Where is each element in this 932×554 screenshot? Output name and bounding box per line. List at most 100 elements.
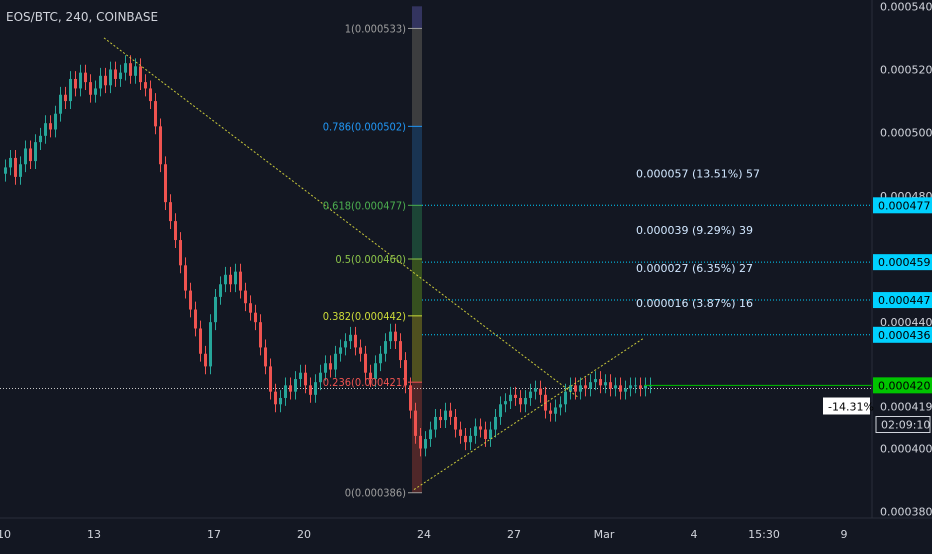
candle[interactable] [619, 385, 622, 392]
candle[interactable] [594, 379, 597, 383]
candle[interactable] [94, 88, 97, 95]
candle[interactable] [374, 363, 377, 380]
candle[interactable] [539, 388, 542, 395]
candle[interactable] [639, 385, 642, 389]
candle[interactable] [514, 394, 517, 398]
candle[interactable] [169, 202, 172, 222]
candle[interactable] [579, 385, 582, 392]
candle[interactable] [629, 385, 632, 389]
candle[interactable] [214, 296, 217, 323]
candle[interactable] [604, 382, 607, 386]
candle[interactable] [584, 385, 587, 389]
candle[interactable] [454, 416, 457, 430]
candle[interactable] [89, 82, 92, 95]
candle[interactable] [474, 426, 477, 436]
candle[interactable] [469, 435, 472, 443]
candle[interactable] [9, 157, 12, 168]
candle[interactable] [404, 360, 407, 386]
candle[interactable] [39, 135, 42, 143]
candle[interactable] [24, 148, 27, 165]
candle[interactable] [314, 382, 317, 395]
candle[interactable] [114, 69, 117, 79]
candle[interactable] [409, 385, 412, 411]
candle[interactable] [219, 284, 222, 297]
candle[interactable] [504, 401, 507, 405]
candle[interactable] [479, 426, 482, 430]
candle[interactable] [174, 221, 177, 241]
candle[interactable] [524, 397, 527, 405]
candle[interactable] [284, 385, 287, 398]
candle[interactable] [184, 265, 187, 291]
candle[interactable] [414, 410, 417, 436]
candle[interactable] [299, 372, 302, 380]
candle[interactable] [549, 410, 552, 414]
candle[interactable] [569, 385, 572, 392]
candle[interactable] [189, 290, 192, 310]
candle[interactable] [354, 334, 357, 348]
candle[interactable] [644, 385, 647, 389]
candle[interactable] [164, 164, 167, 203]
candle[interactable] [109, 69, 112, 86]
candle[interactable] [179, 240, 182, 266]
candle[interactable] [499, 404, 502, 417]
candle[interactable] [394, 331, 397, 342]
candle[interactable] [319, 372, 322, 383]
candle[interactable] [334, 353, 337, 370]
candle[interactable] [554, 407, 557, 414]
candle[interactable] [434, 416, 437, 430]
candle[interactable] [329, 363, 332, 370]
candle[interactable] [79, 72, 82, 89]
candle[interactable] [589, 382, 592, 389]
candle[interactable] [54, 113, 57, 130]
candle[interactable] [204, 353, 207, 367]
candle[interactable] [559, 404, 562, 408]
candle[interactable] [459, 429, 462, 436]
candle[interactable] [19, 164, 22, 177]
candle[interactable] [69, 78, 72, 102]
candle[interactable] [134, 66, 137, 76]
candle[interactable] [269, 366, 272, 392]
candle[interactable] [254, 312, 257, 323]
candle[interactable] [49, 123, 52, 130]
candle[interactable] [229, 274, 232, 285]
candle[interactable] [424, 439, 427, 449]
candle[interactable] [239, 271, 242, 291]
candle[interactable] [519, 397, 522, 405]
candle[interactable] [259, 322, 262, 348]
candle[interactable] [274, 391, 277, 405]
candle[interactable] [139, 66, 142, 83]
candle[interactable] [464, 435, 467, 443]
candle[interactable] [349, 334, 352, 342]
candle[interactable] [364, 353, 367, 373]
candle[interactable] [599, 379, 602, 386]
candle[interactable] [534, 388, 537, 392]
candle[interactable] [344, 341, 347, 348]
candle[interactable] [564, 391, 567, 405]
candle[interactable] [249, 303, 252, 313]
candle[interactable] [34, 142, 37, 162]
candle[interactable] [419, 435, 422, 449]
candle[interactable] [124, 63, 127, 73]
candle[interactable] [154, 101, 157, 127]
candle[interactable] [359, 347, 362, 354]
candle[interactable] [279, 397, 282, 405]
candle[interactable] [84, 72, 87, 83]
candle[interactable] [144, 82, 147, 89]
candle[interactable] [309, 385, 312, 395]
candle[interactable] [99, 75, 102, 89]
candle[interactable] [624, 388, 627, 392]
candle[interactable] [104, 75, 107, 86]
candle[interactable] [64, 94, 67, 102]
candle[interactable] [224, 274, 227, 285]
candle[interactable] [264, 347, 267, 367]
candle[interactable] [369, 372, 372, 380]
candle[interactable] [494, 416, 497, 430]
candle[interactable] [399, 341, 402, 361]
candle[interactable] [529, 391, 532, 398]
candle[interactable] [14, 157, 17, 177]
candle[interactable] [609, 382, 612, 389]
candle[interactable] [574, 385, 577, 392]
candle[interactable] [449, 410, 452, 417]
candle[interactable] [129, 63, 132, 76]
candle[interactable] [209, 322, 212, 367]
